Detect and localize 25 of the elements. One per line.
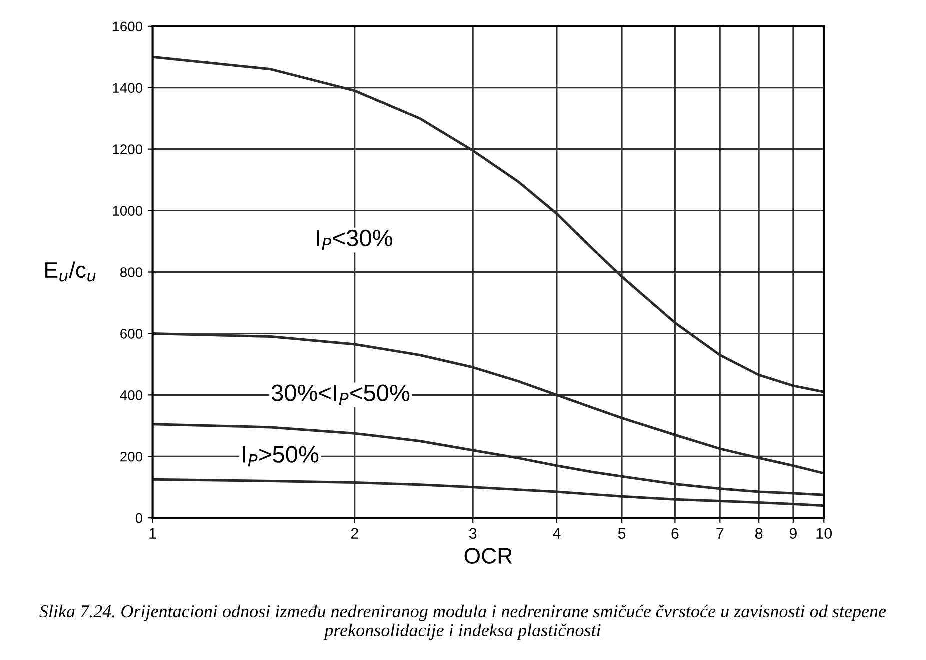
y-tick-label: 400 — [120, 390, 143, 400]
x-tick-label: 4 — [553, 528, 561, 539]
annotation: I$_{P}$>50% — [243, 446, 319, 467]
x-tick-label: 1 — [150, 528, 156, 539]
x-tick-label: 6 — [672, 528, 679, 540]
x-tick-label: 8 — [755, 528, 763, 540]
x-tick-label: 7 — [716, 528, 724, 539]
y-tick-label: 1200 — [113, 144, 143, 154]
y-tick-label: 600 — [120, 329, 143, 339]
x-tick-label: 3 — [469, 528, 477, 540]
annotation: 30%<I$_{P}$<50% — [272, 384, 410, 406]
x-tick-label: 5 — [618, 528, 626, 540]
y-tick-label: 200 — [120, 452, 143, 462]
y-tick-label: 1000 — [113, 206, 143, 216]
y-tick-label: 800 — [120, 268, 143, 278]
x-tick-label: 9 — [790, 528, 797, 540]
y-axis-title: E$_{u}$/c$_{u}$ — [46, 262, 96, 282]
text: Slika 7.24. Orijentacioni odnosi između nedreniranog modula i nedrenirane smičuće čvrstoće u zavisnosti od stepene prekonsolidacije i indeksa plastičnosti — [40, 604, 886, 640]
x-axis-title: OCR — [464, 548, 512, 564]
y-tick-label: 1600 — [113, 22, 143, 32]
annotation: I$_{P}$<30% — [317, 230, 392, 250]
y-tick-label: 0 — [136, 513, 143, 524]
x-tick-label: 10 — [816, 528, 832, 540]
y-tick-label: 1400 — [113, 83, 143, 94]
x-tick-label: 2 — [351, 528, 358, 539]
